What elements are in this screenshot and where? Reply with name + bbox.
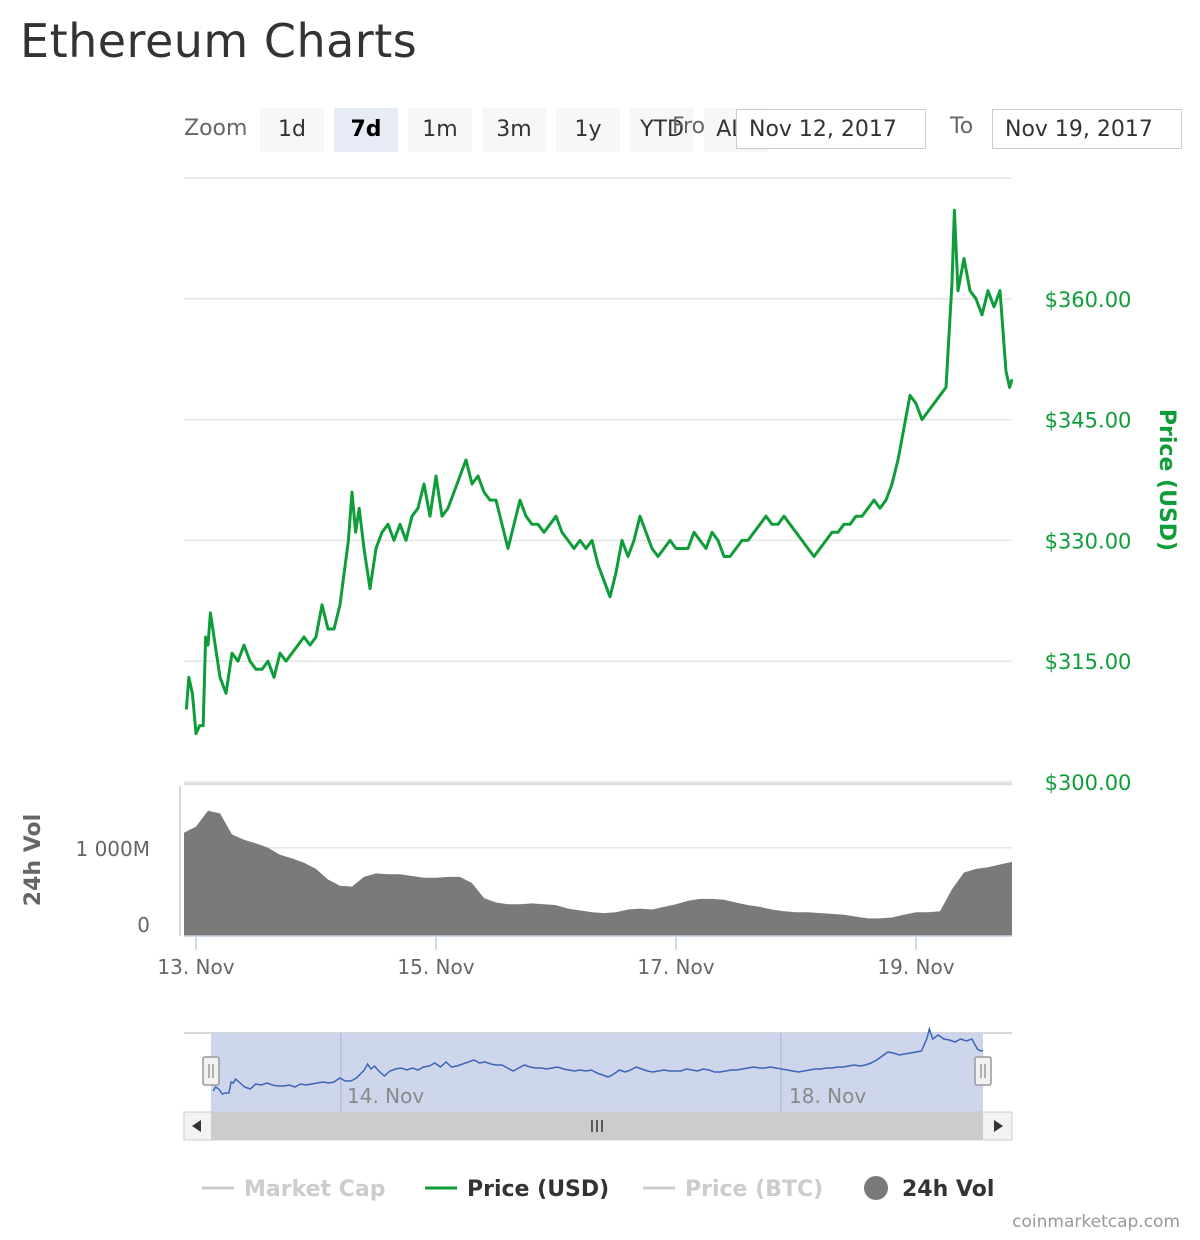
x-tick-label: 19. Nov	[877, 955, 954, 979]
navigator: 14. Nov 18. Nov	[184, 1026, 1012, 1112]
x-tick-label: 13. Nov	[157, 955, 234, 979]
to-date-input[interactable]	[992, 109, 1182, 149]
volume-tick-label: 1 000M	[75, 837, 150, 861]
x-axis: 13. Nov 15. Nov 17. Nov 19. Nov	[157, 935, 1012, 979]
range-selector: Zoom 1d 7d 1m 3m 1y YTD From ALL To	[0, 0, 1200, 170]
legend: Market Cap Price (USD) Price (BTC) 24h Vol	[202, 1176, 994, 1202]
navigator-tick-label: 18. Nov	[789, 1084, 866, 1108]
price-tick-label: $330.00	[1045, 529, 1132, 553]
volume-gridlines	[179, 782, 1012, 936]
zoom-label: Zoom	[184, 116, 248, 141]
zoom-1m-button[interactable]: 1m	[408, 108, 472, 152]
price-axis: $300.00 $315.00 $330.00 $345.00 $360.00	[1045, 288, 1132, 795]
zoom-1y-button[interactable]: 1y	[556, 108, 620, 152]
legend-item[interactable]: Price (BTC)	[643, 1177, 823, 1202]
source-credit: coinmarketcap.com	[1012, 1212, 1180, 1232]
price-gridlines	[184, 177, 1012, 783]
scroll-left-arrow-icon[interactable]	[192, 1120, 201, 1132]
navigator-scrollbar	[183, 1111, 1013, 1141]
navigator-left-handle[interactable]	[202, 1056, 220, 1086]
page-title: Ethereum Charts	[20, 14, 418, 68]
legend-symbol	[864, 1176, 888, 1200]
volume-tick-label: 0	[137, 913, 150, 937]
navigator-selected-range	[211, 1033, 983, 1112]
zoom-3m-button[interactable]: 3m	[482, 108, 546, 152]
volume-axis: 0 1 000M	[75, 837, 150, 937]
volume-series-area	[184, 810, 1012, 936]
legend-item[interactable]: Price (USD)	[425, 1177, 609, 1202]
x-tick-label: 17. Nov	[637, 955, 714, 979]
legend-label: Price (BTC)	[685, 1177, 823, 1202]
legend-label: 24h Vol	[902, 1177, 994, 1202]
navigator-series-line	[212, 1026, 984, 1095]
zoom-1d-button[interactable]: 1d	[260, 108, 324, 152]
navigator-right-handle[interactable]	[974, 1056, 992, 1086]
x-tick-label: 15. Nov	[397, 955, 474, 979]
price-tick-label: $315.00	[1045, 650, 1132, 674]
navigator-tick-label: 14. Nov	[347, 1084, 424, 1108]
price-tick-label: $345.00	[1045, 409, 1132, 433]
legend-label: Market Cap	[244, 1177, 385, 1202]
price-tick-label: $360.00	[1045, 288, 1132, 312]
legend-item[interactable]: 24h Vol	[864, 1176, 994, 1202]
legend-label: Price (USD)	[467, 1177, 609, 1202]
scroll-right-arrow-icon[interactable]	[994, 1120, 1003, 1132]
from-date-input[interactable]	[736, 109, 926, 149]
legend-item[interactable]: Market Cap	[202, 1177, 385, 1202]
to-label: To	[950, 114, 974, 139]
zoom-ytd-button[interactable]: YTD	[630, 108, 694, 152]
volume-axis-title: 24h Vol	[21, 814, 46, 906]
price-axis-title: Price (USD)	[1154, 409, 1179, 551]
price-series-line	[184, 208, 1014, 736]
price-tick-label: $300.00	[1045, 771, 1132, 795]
scrollbar-track[interactable]	[183, 1111, 1013, 1141]
zoom-7d-button[interactable]: 7d	[334, 108, 398, 152]
scrollbar-thumb[interactable]	[211, 1112, 983, 1140]
